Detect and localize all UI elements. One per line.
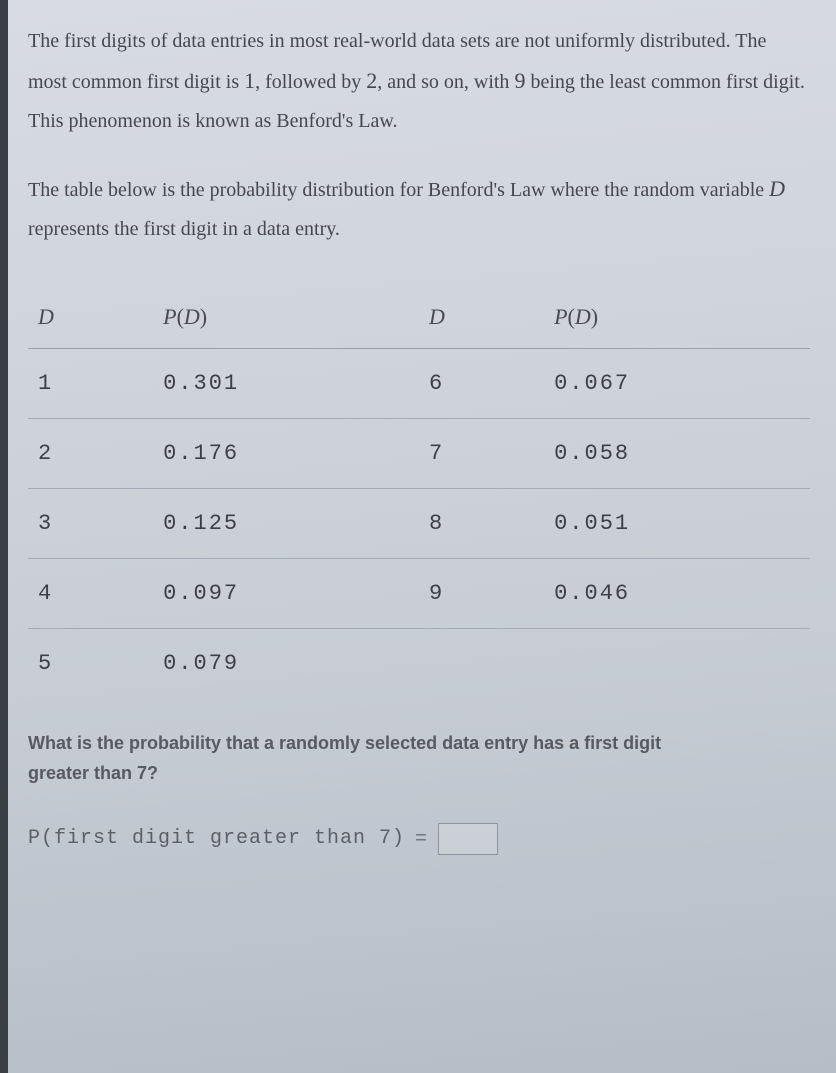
header-pd-d: D <box>184 304 200 329</box>
cell-prob: 0.067 <box>544 348 810 418</box>
digit-9: 9 <box>514 68 525 93</box>
header-pd-close: ) <box>200 304 207 329</box>
cell-digit: 6 <box>419 348 544 418</box>
intro-text: represents the first digit in a data ent… <box>28 218 340 240</box>
cell-prob <box>544 628 810 698</box>
cell-digit: 7 <box>419 418 544 488</box>
table-row: 1 0.301 6 0.067 <box>28 348 810 418</box>
header-pd-close: ) <box>591 304 598 329</box>
cell-prob: 0.079 <box>153 628 419 698</box>
cell-digit: 5 <box>28 628 153 698</box>
header-pd: P(D) <box>544 282 810 349</box>
answer-label: P(first digit greater than 7) <box>28 827 405 850</box>
cell-digit: 8 <box>419 488 544 558</box>
cell-prob: 0.051 <box>544 488 810 558</box>
table-row: 4 0.097 9 0.046 <box>28 558 810 628</box>
equals-sign: = <box>415 827 428 850</box>
cell-prob: 0.046 <box>544 558 810 628</box>
variable-d: D <box>769 176 785 201</box>
page-container: The first digits of data entries in most… <box>8 0 836 1073</box>
intro-paragraph-1: The first digits of data entries in most… <box>28 22 810 140</box>
cell-digit: 1 <box>28 348 153 418</box>
table-row: 2 0.176 7 0.058 <box>28 418 810 488</box>
cell-digit: 2 <box>28 418 153 488</box>
table-row: 5 0.079 <box>28 628 810 698</box>
intro-text: , followed by <box>255 71 366 93</box>
header-pd: P(D) <box>153 282 419 349</box>
cell-prob: 0.097 <box>153 558 419 628</box>
probability-table: D P(D) D P(D) 1 0.301 6 0.067 2 0.176 7 <box>28 282 810 698</box>
header-pd-p: P <box>163 304 176 329</box>
header-d: D <box>419 282 544 349</box>
header-pd-d: D <box>575 304 591 329</box>
question-text: What is the probability that a randomly … <box>28 728 810 789</box>
table-row: 3 0.125 8 0.051 <box>28 488 810 558</box>
cell-digit: 4 <box>28 558 153 628</box>
digit-2: 2 <box>366 68 377 93</box>
header-pd-p: P <box>554 304 567 329</box>
answer-input[interactable] <box>438 823 498 855</box>
cell-digit <box>419 628 544 698</box>
answer-row: P(first digit greater than 7) = <box>28 823 810 855</box>
cell-prob: 0.058 <box>544 418 810 488</box>
header-d: D <box>28 282 153 349</box>
intro-text: , and so on, with <box>377 71 514 93</box>
cell-prob: 0.301 <box>153 348 419 418</box>
header-pd-open: ( <box>568 304 575 329</box>
cell-prob: 0.125 <box>153 488 419 558</box>
cell-prob: 0.176 <box>153 418 419 488</box>
digit-1: 1 <box>244 68 255 93</box>
cell-digit: 3 <box>28 488 153 558</box>
question-line: greater than 7? <box>28 763 158 783</box>
header-pd-open: ( <box>177 304 184 329</box>
table-body: 1 0.301 6 0.067 2 0.176 7 0.058 3 0.125 … <box>28 348 810 698</box>
question-line: What is the probability that a randomly … <box>28 733 661 753</box>
cell-digit: 9 <box>419 558 544 628</box>
intro-paragraph-2: The table below is the probability distr… <box>28 168 810 248</box>
intro-text: The table below is the probability distr… <box>28 179 769 201</box>
table-header-row: D P(D) D P(D) <box>28 282 810 349</box>
